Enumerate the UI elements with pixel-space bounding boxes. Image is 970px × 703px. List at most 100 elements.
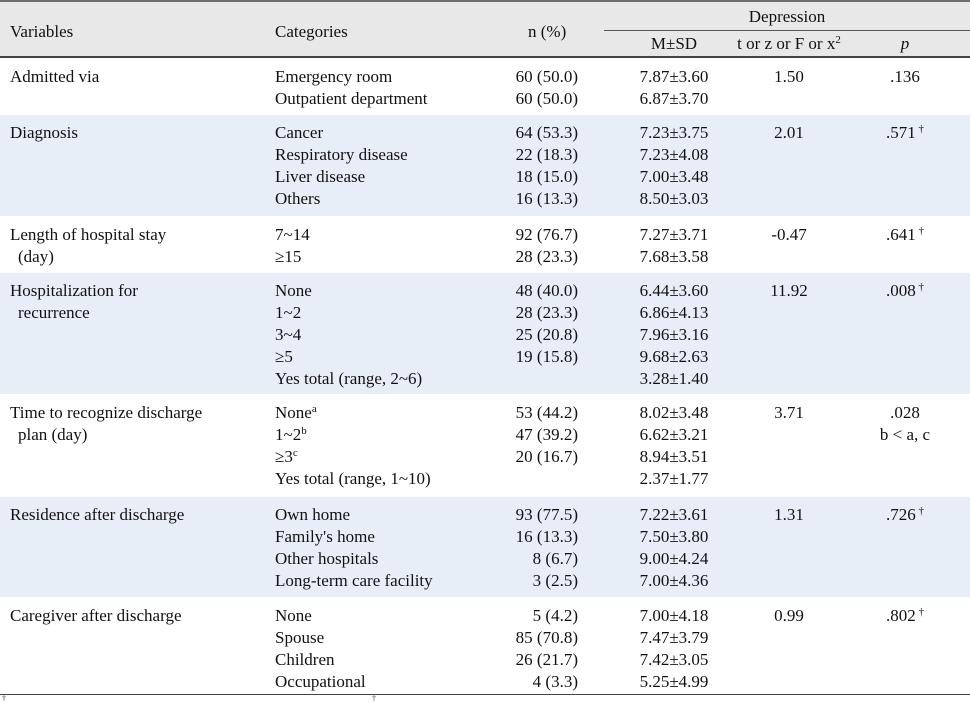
category-label: 7~14 [275,225,310,244]
msd-value: 7.47±3.79 [639,628,709,647]
header-n-pct: n (%) [528,22,567,41]
variable-label-line: Residence after discharge [10,505,185,524]
variable-label-line: Admitted via [10,67,100,86]
table-row-group: Caregiver after discharge None Spouse Child… [0,597,970,695]
msd-value: 3.28±1.40 [639,369,709,388]
n-value: 47 (39.2) [515,425,578,444]
msd-values: 6.44±3.60 6.86±4.13 7.96±3.16 9.68±2.63 3.28… [605,280,743,390]
n-value: 93 (77.5) [515,505,578,524]
n-value: 92 (76.7) [515,225,578,244]
n-values: 92 (76.7) 28 (23.3) [460,224,578,268]
p-value: .571 † [840,122,970,144]
msd-value: 5.25±4.99 [639,672,709,691]
n-value: 3 (2.5) [532,571,578,590]
test-statistic: -0.47 [771,225,807,244]
table-top-rule [0,0,970,2]
category-label: 3~4 [275,325,302,344]
n-value: 28 (23.3) [515,303,578,322]
msd-value: 7.00±4.18 [639,606,709,625]
test-statistic: 3.71 [774,403,804,422]
p-value-text: .641 † [886,225,924,244]
msd-value: 7.23±3.75 [639,123,709,142]
n-value: 16 (13.3) [515,527,578,546]
n-values: 64 (53.3) 22 (18.3) 18 (15.0) 16 (13.3) [460,122,578,210]
n-value: 60 (50.0) [515,89,578,108]
category-label: None [275,606,312,625]
category-list: Cancer Respiratory disease Liver disease Ot… [275,122,408,210]
p-value-text: .008 † [886,281,924,300]
msd-value: 8.50±3.03 [639,189,709,208]
variable-label: Time to recognize discharge plan (day) [10,402,202,446]
msd-value: 7.87±3.60 [639,67,709,86]
msd-value: 9.68±2.63 [639,347,709,366]
msd-value: 7.23±4.08 [639,145,709,164]
variable-label-line: Hospitalization for [10,281,138,300]
test-statistic: 0.99 [774,606,804,625]
p-value: .136 [840,66,970,88]
category-label: None [275,281,312,300]
category-label: Children [275,650,335,669]
msd-value: 7.50±3.80 [639,527,709,546]
depression-span-rule [604,30,970,31]
msd-values: 7.87±3.60 6.87±3.70 [605,66,743,110]
category-label: Respiratory disease [275,145,408,164]
p-value: .726 † [840,504,970,526]
variable-label-line: Length of hospital stay [10,225,167,244]
category-label: Other hospitals [275,549,379,568]
header-categories: Categories [275,22,348,41]
p-value-text: .802 † [886,606,924,625]
footnote-dagger-right: † [372,694,376,703]
n-value: 26 (21.7) [515,650,578,669]
variable-label-line: recurrence [18,303,90,322]
table-row-group: Time to recognize discharge plan (day) Non… [0,394,970,497]
category-label: 1~2b [275,425,307,444]
msd-value: 7.22±3.61 [639,505,709,524]
category-label: Yes total (range, 2~6) [275,369,423,388]
variable-label-line: Time to recognize discharge [10,403,203,422]
test-statistic: 2.01 [774,123,804,142]
msd-value: 7.00±4.36 [639,571,709,590]
table-row-group: Admitted via Emergency room Outpatient dep… [0,58,970,115]
n-value: 20 (16.7) [515,447,578,466]
p-value: .641 † [840,224,970,246]
test-statistic: 11.92 [770,281,808,300]
msd-value: 7.27±3.71 [639,225,709,244]
n-value: 5 (4.2) [532,606,578,625]
msd-value: 6.86±4.13 [639,303,709,322]
n-value: 18 (15.0) [515,167,578,186]
category-label: Family's home [275,527,375,546]
variable-label: Hospitalization for recurrence [10,280,138,324]
p-value: .028 b < a, c [840,402,970,446]
category-label: Liver disease [275,167,366,186]
footnote-dagger-left: † [2,694,6,703]
variable-label: Residence after discharge [10,504,184,526]
msd-value: 7.00±3.48 [639,167,709,186]
variable-label-line: Caregiver after discharge [10,606,182,625]
n-value: 16 (13.3) [515,189,578,208]
p-value: .802 † [840,605,970,627]
n-value: 85 (70.8) [515,628,578,647]
variable-label: Length of hospital stay (day) [10,224,166,268]
category-label: ≥5 [275,347,293,366]
category-label: Long-term care facility [275,571,433,590]
n-value [460,368,578,390]
msd-value: 6.44±3.60 [639,281,709,300]
n-values: 5 (4.2) 85 (70.8) 26 (21.7) 4 (3.3) [460,605,578,693]
header-variables: Variables [10,22,74,41]
msd-value: 6.62±3.21 [639,425,709,444]
header-test-statistic: t or z or F or x2 [737,34,841,53]
category-label: Outpatient department [275,89,428,108]
table-row-group: Diagnosis Cancer Respiratory disease Liver … [0,114,970,217]
msd-value: 8.02±3.48 [639,403,709,422]
p-value-text: .028 [890,403,920,422]
variable-label-line: plan (day) [18,425,88,444]
n-values: 53 (44.2) 47 (39.2) 20 (16.7) [460,402,578,490]
msd-value: 8.94±3.51 [639,447,709,466]
p-value: .008 † [840,280,970,302]
n-value: 22 (18.3) [515,145,578,164]
msd-value: 7.68±3.58 [639,247,709,266]
header-msd: M±SD [650,34,698,53]
category-list: 7~14 ≥15 [275,224,310,268]
variable-label: Diagnosis [10,122,78,144]
category-label: Occupational [275,672,366,691]
